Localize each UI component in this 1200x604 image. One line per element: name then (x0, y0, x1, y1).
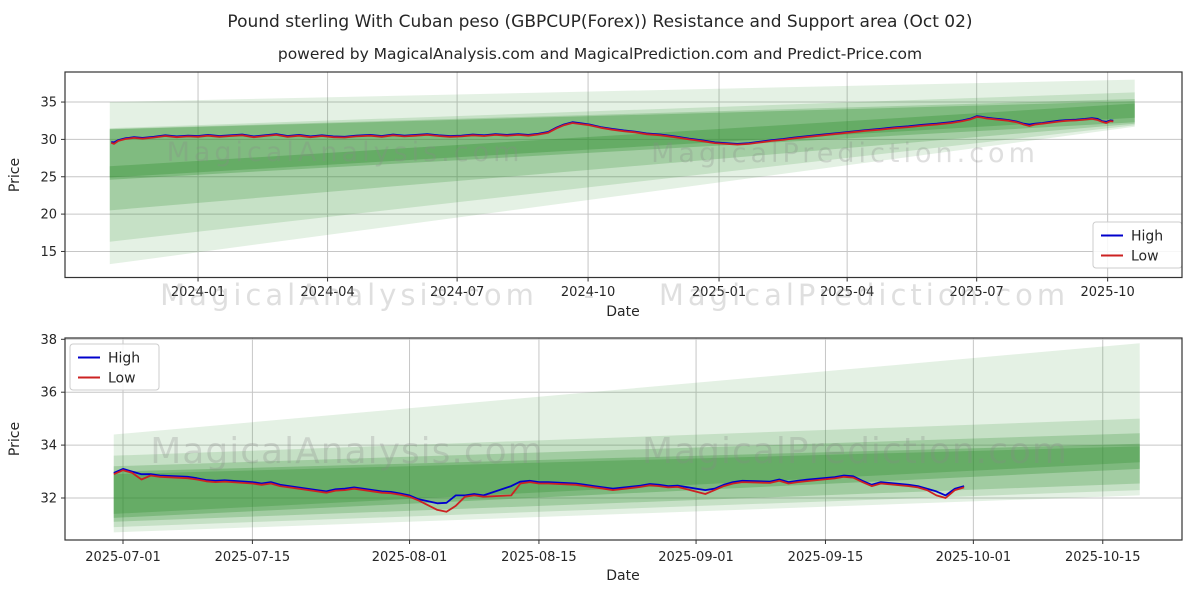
top-chart-ticks: 2024-01 2024-04 2024-07 2024-10 2025-01 2025-… (40, 96, 1134, 300)
support-resistance-band (109, 103, 1135, 178)
bottom-axes-border (64, 337, 1183, 541)
x-tick-label: 2025-09-01 (658, 550, 734, 565)
support-resistance-band (109, 99, 1135, 211)
top-chart-legend: High Low (1092, 221, 1183, 269)
low-line (110, 116, 1114, 146)
high-line (113, 467, 965, 505)
bottom-x-axis-label: Date (606, 568, 639, 584)
x-tick-label: 2025-01 (692, 285, 746, 300)
support-resistance-band (109, 101, 1135, 180)
x-tick-label: 2025-09-15 (788, 550, 864, 565)
y-tick-label: 15 (40, 245, 57, 260)
bottom-y-axis-label: Price (7, 422, 23, 456)
x-tick-label: 2025-10-01 (936, 550, 1012, 565)
support-resistance-band (113, 446, 1140, 514)
support-resistance-band (109, 79, 1135, 265)
bottom-chart-bands (113, 343, 1140, 533)
support-resistance-band (113, 418, 1140, 528)
bottom-chart-ticks: 2025-07-01 2025-07-15 2025-08-01 2025-08-15… (40, 333, 1140, 565)
top-chart-bands (109, 79, 1135, 265)
y-tick-label: 32 (40, 492, 57, 507)
bottom-chart-legend: High Low (69, 343, 160, 391)
y-tick-label: 20 (40, 208, 57, 223)
top-chart-series (110, 115, 1114, 146)
x-tick-label: 2024-10 (561, 285, 615, 300)
x-tick-label: 2025-10 (1080, 285, 1134, 300)
top-chart-watermarks: MagicalAnalysis.com MagicalPrediction.com (167, 137, 1035, 169)
watermark-text: MagicalPrediction.com (642, 431, 1068, 472)
x-tick-label: 2025-04 (820, 285, 874, 300)
y-tick-label: 36 (40, 386, 57, 401)
top-chart: MagicalAnalysis.com MagicalPrediction.com… (7, 71, 1183, 320)
x-tick-label: 2025-08-15 (501, 550, 577, 565)
watermark-text: MagicalAnalysis.com (160, 278, 538, 312)
x-tick-label: 2025-07-01 (85, 550, 161, 565)
x-tick-label: 2025-08-01 (372, 550, 448, 565)
bottom-chart-series (113, 467, 965, 513)
support-resistance-band (113, 433, 1140, 522)
figure-title: Pound sterling With Cuban peso (GBPCUP(F… (227, 12, 972, 32)
watermark-text: MagicalAnalysis.com (167, 137, 524, 168)
legend-item-label: High (1131, 229, 1163, 245)
watermark-separator: - (584, 278, 594, 312)
low-line (113, 469, 965, 513)
legend-item-label: High (108, 351, 140, 367)
x-tick-label: 2025-07-15 (215, 550, 291, 565)
x-tick-label: 2024-01 (171, 285, 225, 300)
bottom-chart-watermarks: MagicalAnalysis.com MagicalPrediction.com (150, 431, 1068, 472)
watermark-text: MagicalAnalysis.com (150, 431, 543, 472)
legend-item-label: Low (108, 371, 136, 387)
x-tick-label: 2025-07 (950, 285, 1004, 300)
figure-subtitle: powered by MagicalAnalysis.com and Magic… (278, 45, 922, 63)
bottom-chart-grid (65, 338, 1182, 540)
y-tick-label: 35 (40, 96, 57, 111)
support-resistance-band (113, 343, 1140, 533)
y-tick-label: 38 (40, 333, 57, 348)
y-tick-label: 34 (40, 439, 57, 454)
bottom-chart: MagicalAnalysis.com MagicalPrediction.com… (7, 333, 1183, 584)
x-tick-label: 2024-04 (300, 285, 354, 300)
x-tick-label: 2024-07 (430, 285, 484, 300)
watermark-text: MagicalPrediction.com (659, 278, 1069, 312)
y-tick-label: 30 (40, 133, 57, 148)
top-x-axis-label: Date (606, 304, 639, 320)
top-axes-border (64, 71, 1183, 279)
support-resistance-band (113, 443, 1140, 518)
legend-item-label: Low (1131, 249, 1159, 265)
y-tick-label: 25 (40, 170, 57, 185)
x-tick-label: 2025-10-15 (1065, 550, 1141, 565)
middle-watermark-row: MagicalAnalysis.com - MagicalPrediction.… (160, 278, 1069, 312)
top-chart-grid (65, 72, 1182, 278)
top-y-axis-label: Price (7, 158, 23, 192)
